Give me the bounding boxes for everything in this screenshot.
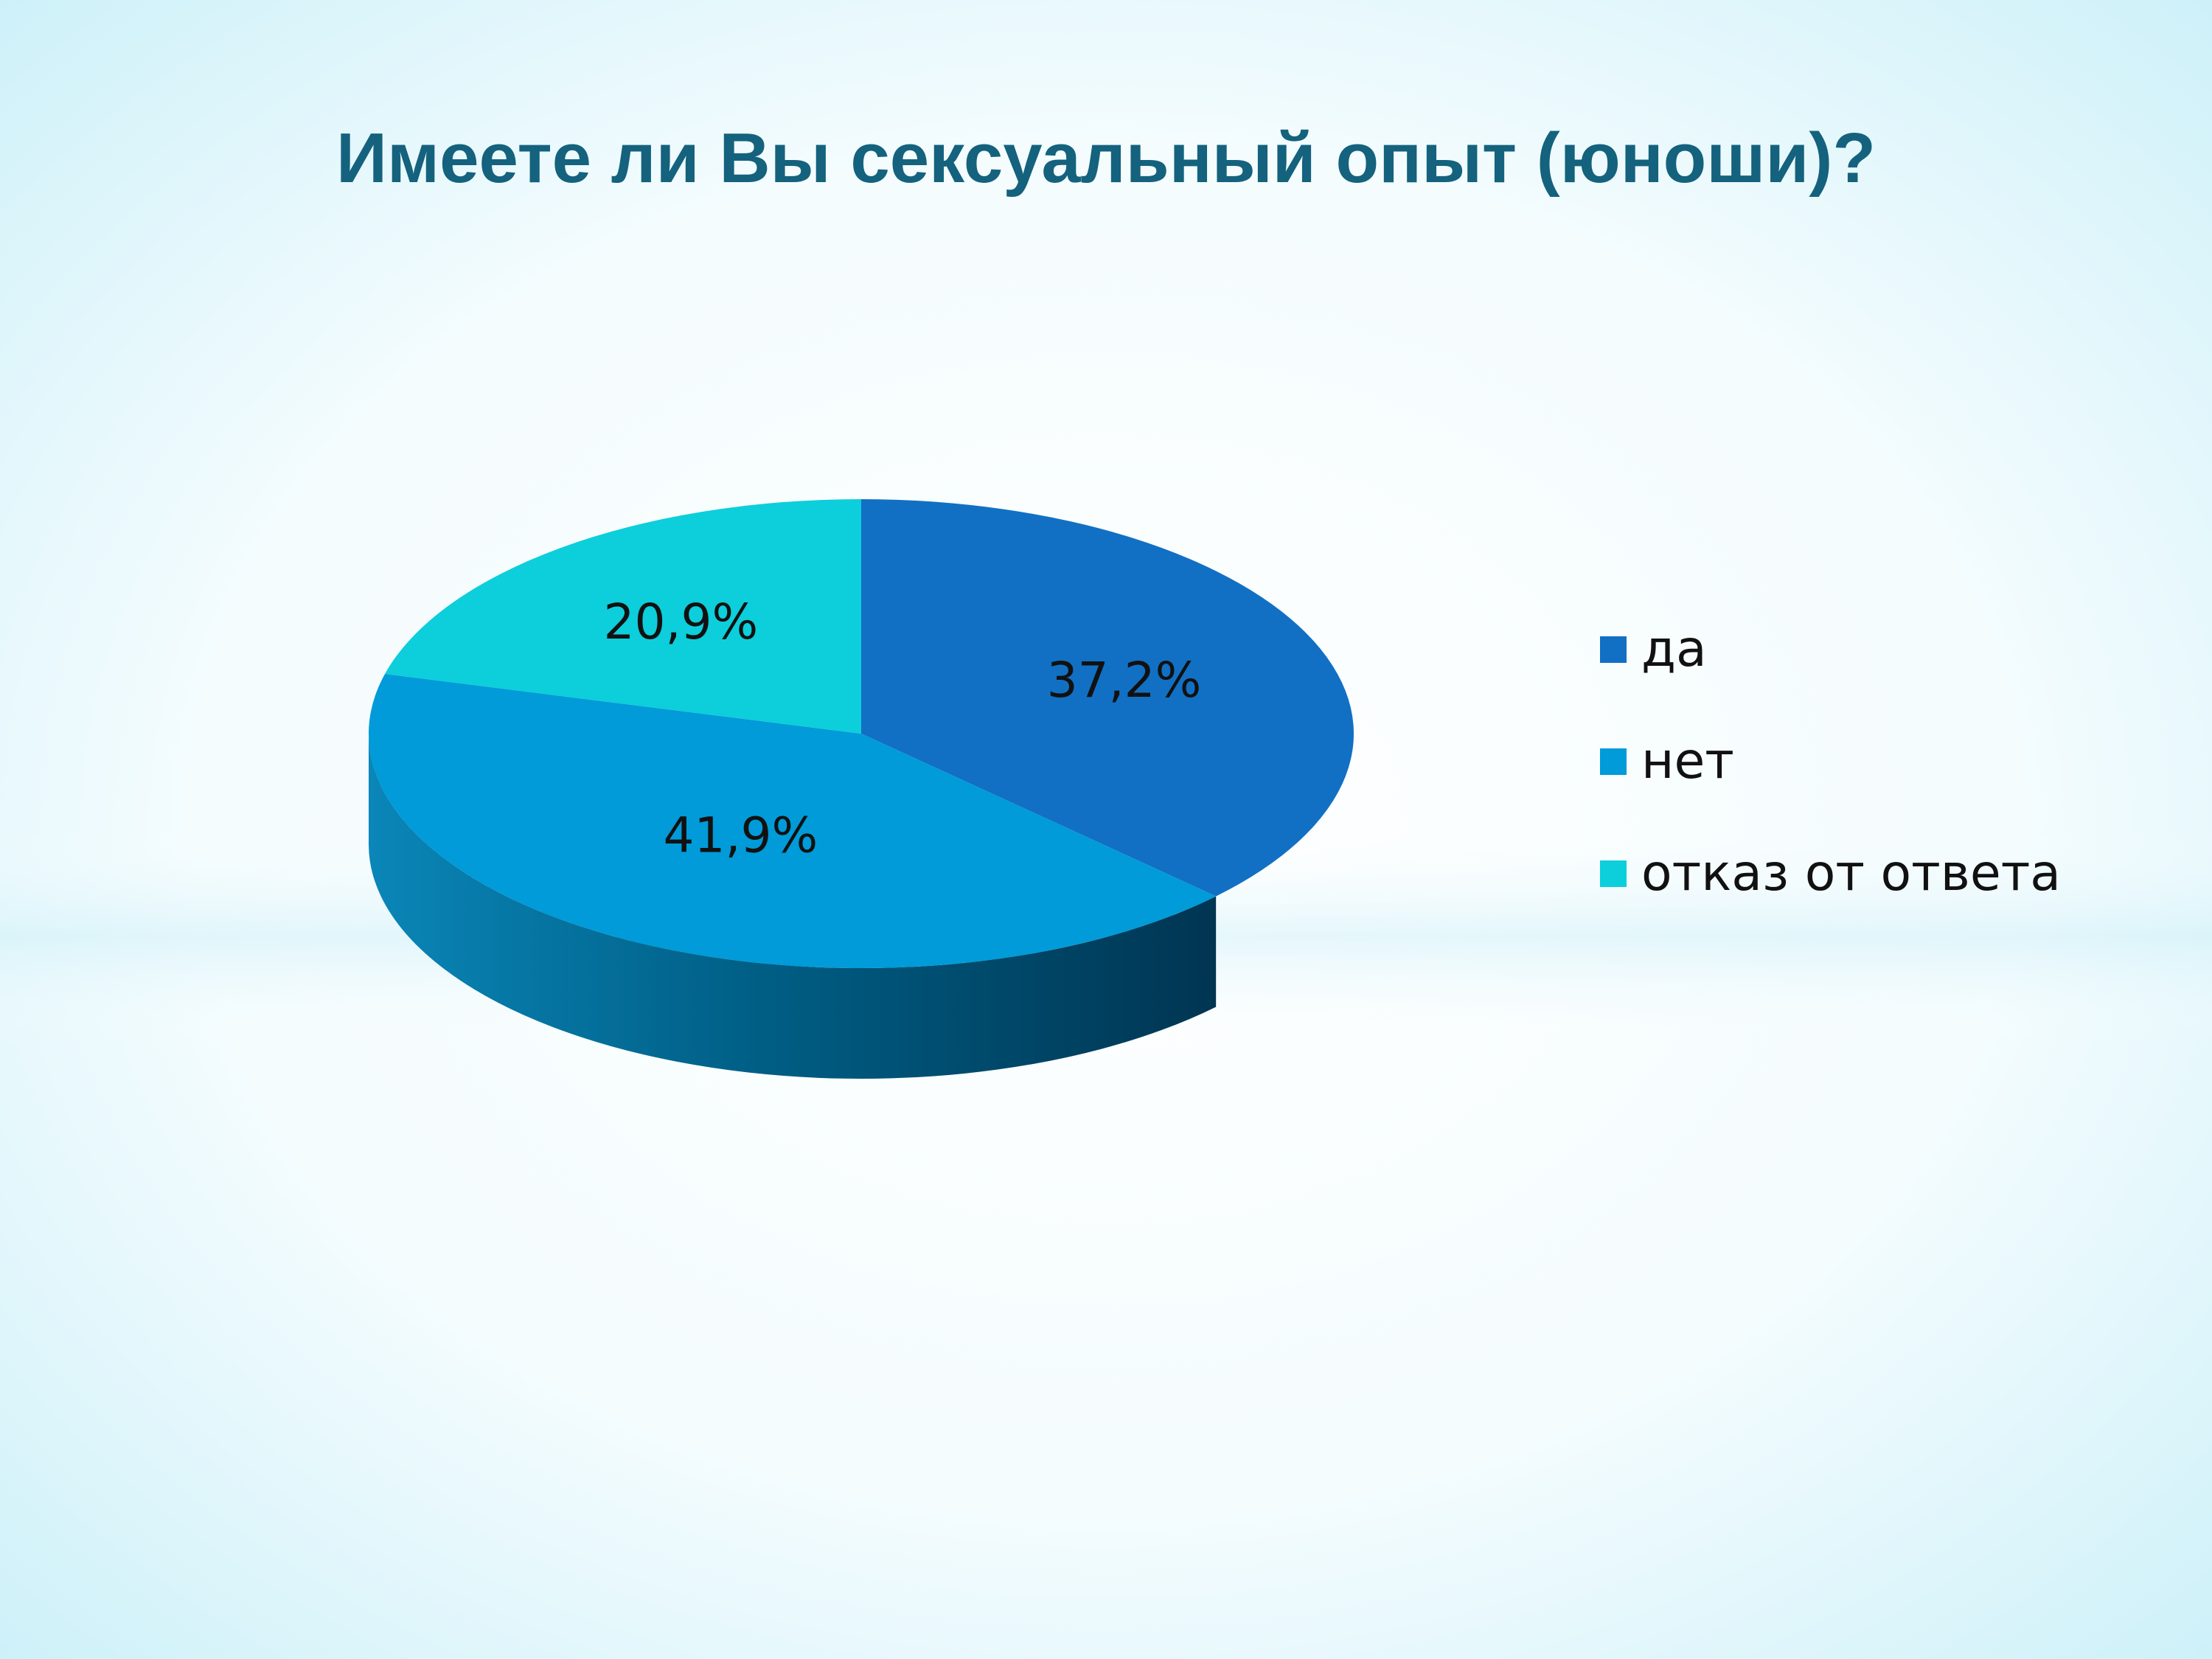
legend-swatch-refusal [1600, 860, 1627, 887]
data-label-refusal: 20,9% [604, 594, 759, 650]
data-label-no: 41,9% [664, 807, 818, 864]
pie-slice-refusal [385, 499, 861, 734]
legend-label-no: нет [1641, 732, 1734, 790]
legend-swatch-no [1600, 748, 1627, 775]
legend-item-refusal: отказ от ответа [1600, 818, 2061, 930]
legend-label-refusal: отказ от ответа [1641, 844, 2061, 902]
chart-title: Имеете ли Вы сексуальный опыт (юноши)? [336, 119, 1876, 198]
legend: да нет отказ от ответа [1600, 594, 2061, 930]
data-label-yes: 37,2% [1047, 652, 1202, 709]
pie-slice-yes [861, 499, 1354, 897]
legend-item-yes: да [1600, 594, 2061, 706]
pie-side-no [368, 734, 1217, 1079]
pie-slice-no [368, 673, 1217, 968]
legend-label-yes: да [1641, 620, 1707, 678]
legend-swatch-yes [1600, 636, 1627, 663]
legend-item-no: нет [1600, 706, 2061, 818]
